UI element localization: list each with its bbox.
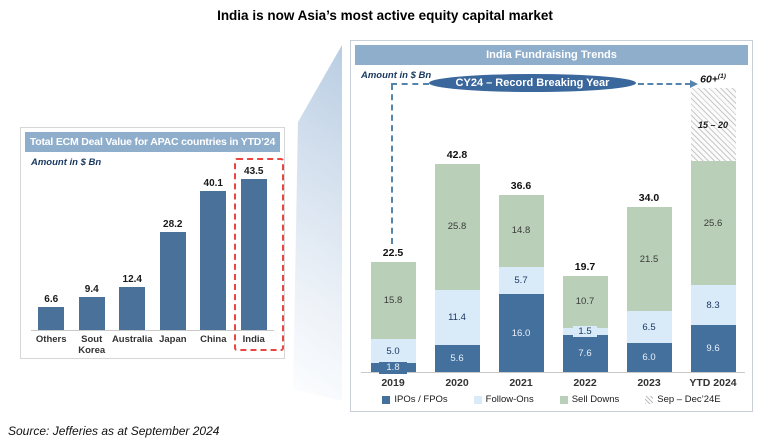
bar-total-label: 42.8 — [446, 149, 468, 162]
stacked-bar-group: 36.6 14.8 5.7 16.0 — [489, 180, 553, 372]
bar-segment: 5.7 — [498, 266, 544, 295]
legend-item: Follow-Ons — [473, 394, 534, 405]
bar — [78, 297, 105, 330]
legend-label: Sell Downs — [571, 394, 620, 405]
bar-value-label: 40.1 — [203, 177, 223, 189]
bar — [38, 307, 65, 330]
bar-segment: 1.5 — [562, 325, 608, 337]
india-highlight-box — [234, 158, 284, 351]
bar-segment: 14.8 — [498, 195, 544, 267]
x-axis-label: China — [200, 334, 227, 345]
x-axis-label: 2019 — [381, 377, 405, 389]
bar-segment: 10.7 — [562, 275, 608, 328]
stacked-bar-group: 22.5 15.8 5.0 1.8 — [361, 247, 425, 374]
bar-group: 6.6 — [31, 294, 72, 330]
bar-segment: 11.4 — [434, 289, 480, 345]
bar-segment: 1.8 — [370, 361, 416, 374]
bar-value-label: 9.4 — [84, 284, 99, 296]
bar — [159, 232, 186, 330]
bar-segment: 6.0 — [626, 342, 672, 372]
x-axis-label: 2022 — [573, 377, 597, 389]
cy24-annotation-bubble: CY24 – Record Breaking Year — [429, 74, 636, 92]
bar-value-label: 43.5 — [244, 166, 264, 178]
bar-segment: 7.6 — [562, 335, 608, 372]
x-axis-label: 2023 — [637, 377, 661, 389]
annotation-vertical-dashed-line — [391, 84, 393, 244]
fundraising-x-axis-labels: 2019 2020 2021 2022 2023 YTD 2024 — [361, 377, 745, 389]
bar-total-label: 60+(1) — [700, 72, 726, 86]
stacked-bar-group: 34.0 21.5 6.5 6.0 — [617, 192, 681, 372]
bar-segment: 15.8 — [370, 262, 416, 340]
fundraising-chart-title: India Fundraising Trends — [355, 45, 748, 65]
apac-x-axis-labels: Others Sout Korea Australia Japan China India — [31, 334, 274, 357]
annotation-arrowhead-icon — [690, 79, 698, 88]
x-axis-label: YTD 2024 — [689, 377, 737, 389]
bar-value-label: 12.4 — [122, 274, 142, 285]
bar-group: 12.4 — [112, 274, 153, 330]
bar — [119, 287, 146, 330]
stacked-bar-group: 19.7 10.7 1.5 7.6 — [553, 261, 617, 372]
bar-segment: 9.6 — [690, 325, 736, 372]
source-note: Source: Jefferies as at September 2024 — [8, 424, 220, 438]
bar-group: 9.4 — [72, 284, 113, 330]
x-axis-label: Others — [35, 334, 67, 345]
x-axis-label: Australia — [111, 334, 153, 345]
legend-label: Sep – Dec’24E — [657, 394, 721, 405]
apac-units-note: Amount in $ Bn — [31, 157, 102, 168]
bar-value-label: 6.6 — [44, 294, 59, 306]
bar-segment: 5.0 — [370, 339, 416, 364]
bar-total-label: 22.5 — [382, 247, 404, 260]
fundraising-stacked-plot: 22.5 15.8 5.0 1.8 42.8 25.8 11.4 5.6 36.6 14.8 5.7… — [361, 73, 745, 374]
bar-total-label: 36.6 — [510, 180, 532, 193]
x-axis-label: India — [242, 334, 265, 345]
bar-segment: 16.0 — [498, 294, 544, 372]
legend-swatch-icon — [382, 395, 391, 404]
apac-chart-title: Total ECM Deal Value for APAC countries … — [25, 132, 280, 152]
legend-swatch-icon — [473, 395, 482, 404]
bar-segment: 25.8 — [434, 164, 480, 290]
bar-segment: 8.3 — [690, 285, 736, 326]
legend-item: Sep – Dec’24E — [645, 394, 721, 405]
stacked-bar-group: 60+(1) 15 – 20 25.6 8.3 9.6 — [681, 73, 745, 372]
legend-swatch-icon — [559, 395, 568, 404]
apac-bar-plot: 6.6 9.4 12.4 28.2 40.1 43.5 — [31, 166, 275, 331]
bar-total-label: 34.0 — [638, 192, 660, 205]
x-axis-label: 2020 — [445, 377, 469, 389]
zoom-beam-connector — [293, 45, 342, 401]
bar-segment: 6.5 — [626, 311, 672, 343]
apac-ecm-chart-panel: Total ECM Deal Value for APAC countries … — [20, 127, 285, 359]
india-fundraising-panel: India Fundraising Trends Amount in $ Bn … — [350, 40, 753, 412]
x-axis-label: Japan — [159, 334, 187, 345]
footnote-marker: (1) — [717, 72, 726, 80]
bar-group: 43.5 — [234, 166, 275, 330]
fundraising-legend: IPOs / FPOs Follow-Ons Sell Downs Sep – Dec… — [351, 394, 752, 405]
bar-group: 40.1 — [193, 178, 234, 330]
bar-group: 28.2 — [153, 219, 194, 330]
bar-total-label: 19.7 — [574, 260, 596, 273]
bar — [200, 190, 227, 330]
stacked-bar-group: 42.8 25.8 11.4 5.6 — [425, 149, 489, 372]
segment-value-chip: 1.8 — [379, 361, 407, 374]
bar-segment: 5.6 — [434, 344, 480, 372]
legend-label: IPOs / FPOs — [394, 394, 448, 405]
bar-segment: 15 – 20 — [690, 88, 736, 161]
annotation-right-dashed-line — [638, 83, 691, 85]
bar-segment: 25.6 — [690, 160, 736, 286]
bar — [240, 179, 267, 330]
bar-segment: 21.5 — [626, 207, 672, 312]
legend-swatch-icon — [645, 395, 654, 404]
bar-value-label: 28.2 — [163, 219, 183, 231]
x-axis-label: Sout Korea — [78, 334, 106, 356]
page-title: India is now Asia’s most active equity c… — [217, 8, 553, 23]
segment-value-chip: 1.5 — [573, 325, 597, 337]
annotation-left-dashed-line — [391, 83, 429, 85]
x-axis-label: 2021 — [509, 377, 533, 389]
legend-item: IPOs / FPOs — [382, 394, 448, 405]
fundraising-units-note: Amount in $ Bn — [361, 70, 432, 81]
legend-item: Sell Downs — [559, 394, 620, 405]
legend-label: Follow-Ons — [485, 394, 534, 405]
